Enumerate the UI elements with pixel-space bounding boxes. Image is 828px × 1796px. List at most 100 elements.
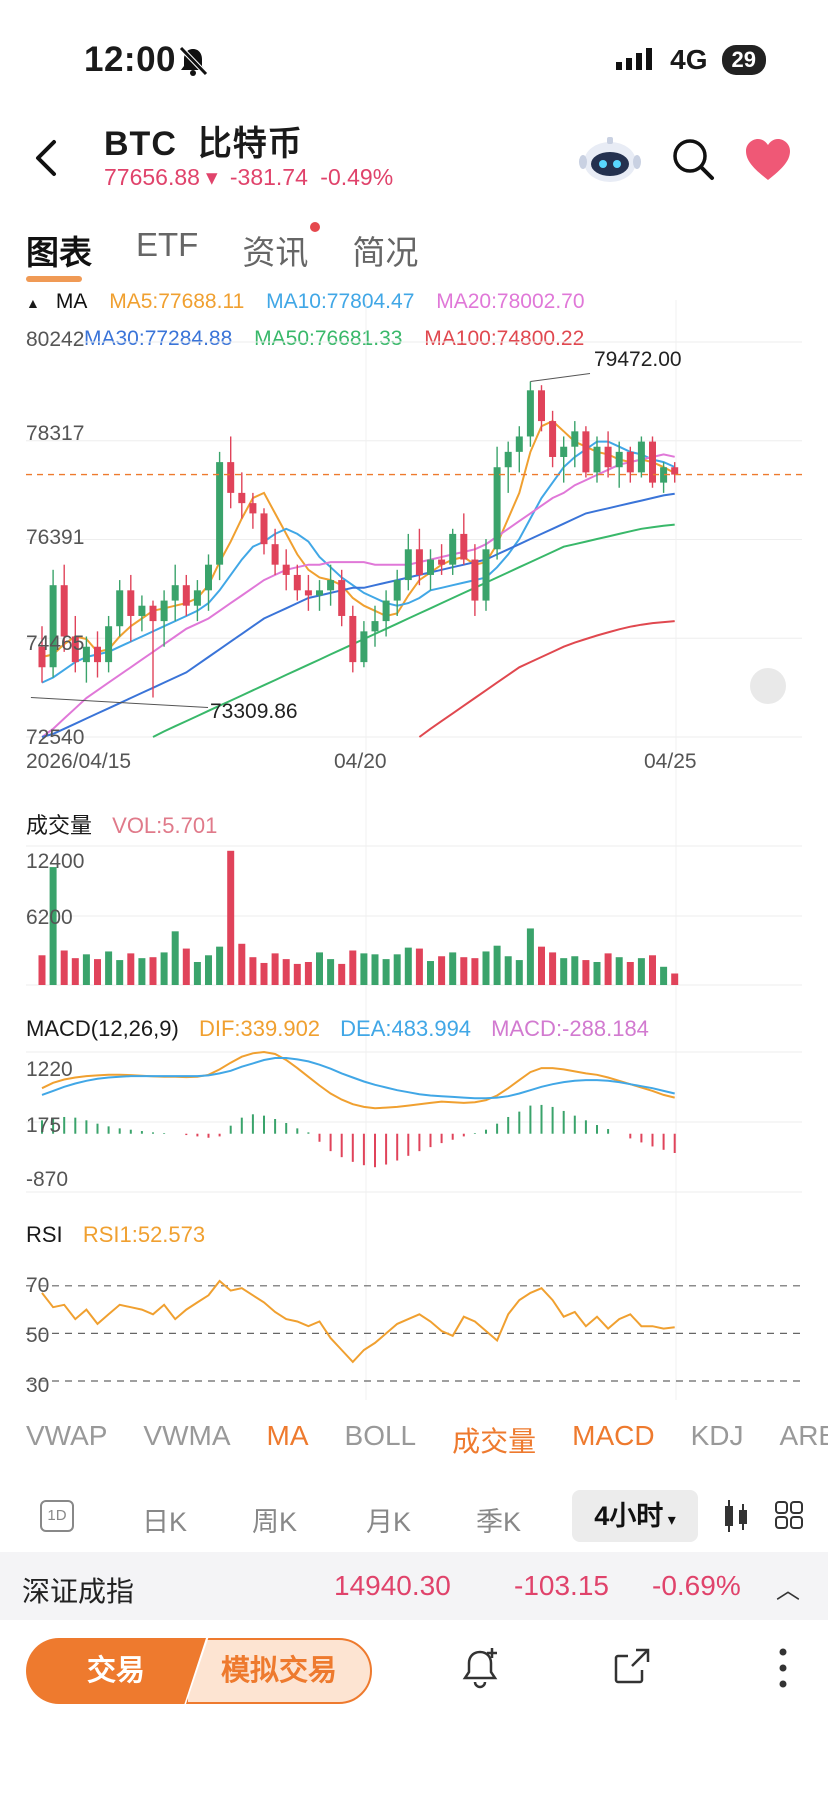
- volume-value: VOL:5.701: [112, 813, 218, 838]
- period-week[interactable]: 周K: [252, 1507, 298, 1537]
- simulated-trade-button[interactable]: 模拟交易: [186, 1638, 372, 1704]
- volume-bar: [260, 962, 268, 985]
- collapse-triangle-icon[interactable]: ▲: [26, 295, 40, 311]
- price-change: -381.74: [229, 164, 308, 190]
- chevron-up-icon[interactable]: ︿: [776, 1577, 800, 1604]
- candle: [538, 390, 545, 422]
- indicator-tabs: VWAP VWMA MA BOLL 成交量 MACD KDJ ARBR: [26, 1420, 828, 1460]
- candle: [82, 646, 90, 663]
- period-1d-icon[interactable]: 1D: [40, 1500, 74, 1532]
- macd-dea: DEA:483.994: [340, 1016, 472, 1041]
- add-alert-bell-icon[interactable]: [458, 1646, 502, 1690]
- ma10-value: MA10:77804.47: [266, 290, 415, 313]
- period-month[interactable]: 月K: [366, 1507, 412, 1537]
- ind-tab-volume[interactable]: 成交量: [452, 1426, 537, 1457]
- period-4h-label: 4小时: [594, 1501, 664, 1531]
- candle: [49, 585, 57, 668]
- ma20-value: MA20:78002.70: [436, 290, 585, 313]
- tab-news[interactable]: 资讯: [242, 222, 321, 274]
- volume-bar: [637, 958, 645, 985]
- period-day[interactable]: 日K: [142, 1507, 188, 1537]
- macd-value: MACD:-288.184: [491, 1016, 649, 1041]
- volume-bar: [404, 947, 412, 985]
- ma-label: MA: [55, 290, 88, 313]
- status-time: 12:00: [84, 40, 177, 79]
- candle: [149, 605, 157, 622]
- date-tick: 04/20: [334, 750, 387, 773]
- robot-assistant-icon[interactable]: [578, 134, 642, 186]
- macd-chart: [41, 1050, 676, 1168]
- volume-bar: [205, 955, 212, 985]
- ma50-value: MA50:76681.33: [254, 327, 403, 350]
- tab-etf[interactable]: ETF: [136, 226, 199, 263]
- candle: [471, 559, 479, 601]
- ind-tab-boll[interactable]: BOLL: [344, 1420, 417, 1451]
- ind-tab-ma[interactable]: MA: [266, 1420, 309, 1451]
- volume-bar: [327, 959, 335, 985]
- candle: [504, 451, 512, 468]
- candle: [138, 605, 146, 616]
- silent-bell-icon: [179, 46, 208, 76]
- low-label: 73309.86: [210, 700, 298, 723]
- back-icon[interactable]: [26, 136, 70, 180]
- candle-style-icon[interactable]: [722, 1500, 750, 1532]
- ma10-line: [41, 440, 676, 684]
- ma30-line: [41, 492, 675, 738]
- more-vertical-icon[interactable]: [776, 1646, 790, 1690]
- volume-bar: [293, 963, 301, 985]
- period-quarter[interactable]: 季K: [476, 1507, 522, 1537]
- volume-bar: [238, 943, 246, 985]
- ind-tab-vwap[interactable]: VWAP: [26, 1420, 108, 1451]
- grid-layout-icon[interactable]: [774, 1500, 804, 1530]
- candle: [293, 574, 301, 591]
- volume-bar: [626, 961, 634, 985]
- candle: [160, 600, 168, 622]
- ind-tab-macd[interactable]: MACD: [572, 1420, 655, 1451]
- search-icon[interactable]: [670, 136, 716, 182]
- candle: [593, 446, 601, 473]
- candle: [282, 564, 290, 575]
- volume-bar: [338, 963, 346, 985]
- ma50-line: [152, 523, 675, 738]
- ind-tab-vwma[interactable]: VWMA: [143, 1420, 231, 1451]
- volume-title: 成交量: [26, 813, 93, 838]
- ma-legend: ▲ MA MA5:77688.11 MA10:77804.47 MA20:7800…: [26, 284, 601, 357]
- candle: [171, 585, 179, 601]
- tab-chart[interactable]: 图表: [26, 226, 92, 282]
- chart-canvas[interactable]: [0, 0, 828, 1420]
- candle: [316, 590, 323, 596]
- volume-bar: [249, 957, 257, 985]
- volume-bar: [349, 950, 357, 985]
- share-icon[interactable]: [612, 1646, 652, 1686]
- vol-ytick: 12400: [26, 850, 85, 873]
- price-chart: [26, 372, 802, 738]
- fullscreen-icon[interactable]: [750, 668, 786, 704]
- heart-icon[interactable]: [744, 138, 792, 182]
- index-ticker-bar[interactable]: 深证成指 14940.30 -103.15 -0.69% ︿: [0, 1552, 828, 1620]
- index-change: -103.15: [514, 1570, 609, 1601]
- volume-bar: [560, 958, 568, 985]
- volume-bar: [82, 954, 90, 985]
- volume-bar: [94, 959, 101, 985]
- macd-ytick: 1220: [26, 1058, 73, 1081]
- candle: [260, 513, 268, 545]
- volume-bar: [371, 954, 379, 985]
- ma30-value: MA30:77284.88: [84, 327, 233, 350]
- candle: [216, 462, 224, 565]
- volume-bar: [604, 953, 612, 985]
- candle: [438, 559, 446, 565]
- macd-title: MACD(12,26,9): [26, 1016, 179, 1041]
- period-4h-dropdown[interactable]: 4小时 ▾: [572, 1490, 698, 1542]
- candle: [637, 441, 645, 473]
- high-pointer: [530, 372, 591, 382]
- ind-tab-kdj[interactable]: KDJ: [690, 1420, 744, 1451]
- volume-bar: [304, 961, 312, 985]
- trade-button[interactable]: 交易: [26, 1638, 206, 1704]
- price-ytick: 76391: [26, 526, 85, 549]
- tab-profile[interactable]: 简况: [352, 234, 419, 271]
- candle: [360, 631, 368, 663]
- ind-tab-arbr[interactable]: ARBR: [779, 1420, 828, 1451]
- low-pointer: [30, 697, 209, 709]
- volume-bar: [538, 946, 545, 985]
- macd-dif: DIF:339.902: [198, 1016, 321, 1041]
